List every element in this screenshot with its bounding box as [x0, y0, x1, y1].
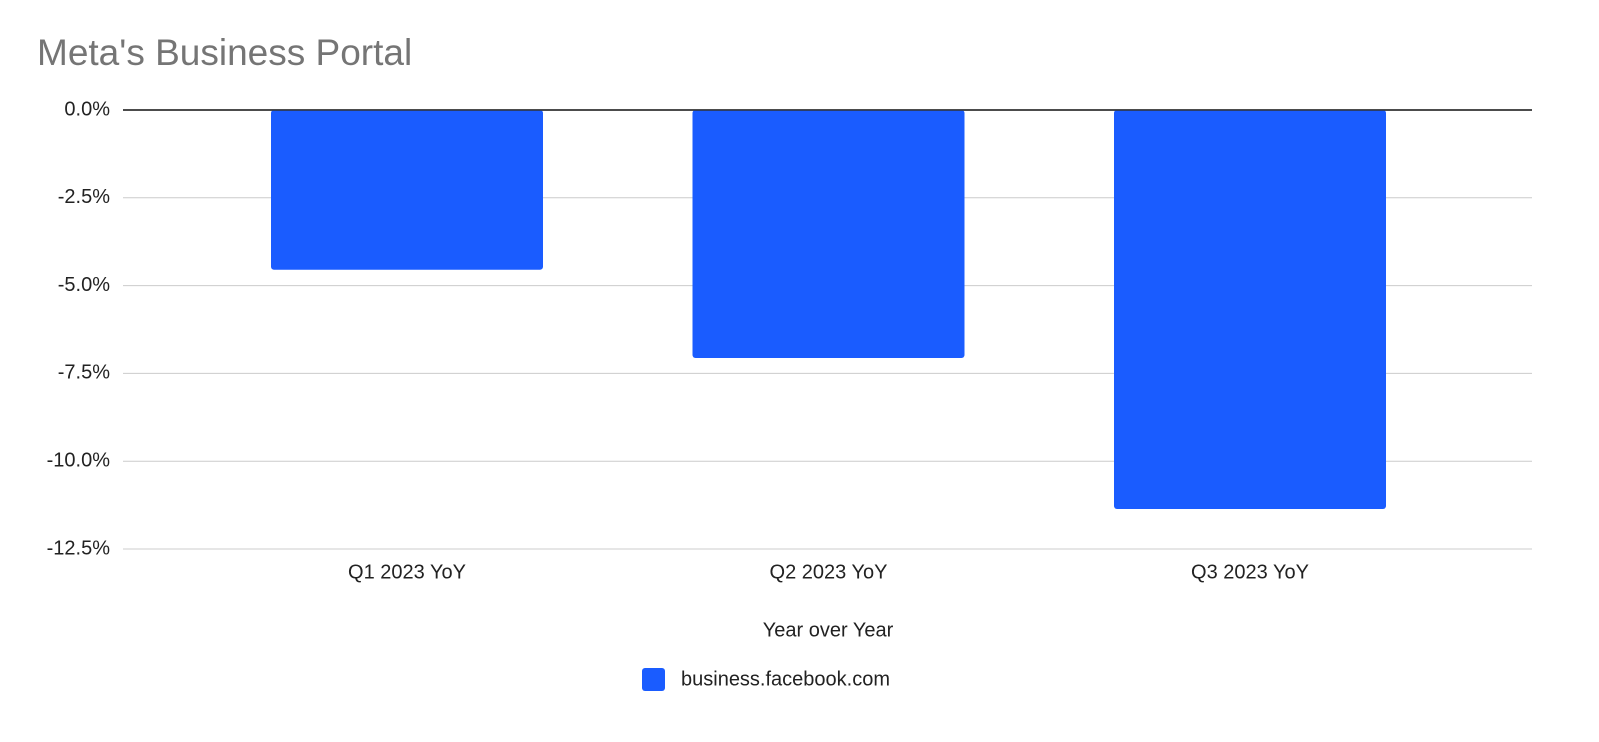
x-tick-label: Q1 2023 YoY: [348, 561, 466, 583]
y-tick-label: 0.0%: [64, 98, 110, 120]
bar: [692, 110, 965, 358]
y-tick-label: -2.5%: [58, 186, 110, 208]
legend-swatch: [642, 668, 665, 691]
x-tick-label: Q2 2023 YoY: [770, 561, 888, 583]
bar: [1114, 110, 1386, 509]
y-tick-label: -7.5%: [58, 362, 110, 384]
y-tick-label: -10.0%: [47, 449, 111, 471]
x-axis-title: Year over Year: [763, 619, 894, 641]
bar: [271, 110, 543, 270]
x-tick-label: Q3 2023 YoY: [1191, 561, 1309, 583]
legend-label: business.facebook.com: [681, 668, 890, 690]
chart-title: Meta's Business Portal: [37, 32, 412, 73]
y-tick-label: -5.0%: [58, 274, 110, 296]
y-tick-label: -12.5%: [47, 537, 111, 559]
